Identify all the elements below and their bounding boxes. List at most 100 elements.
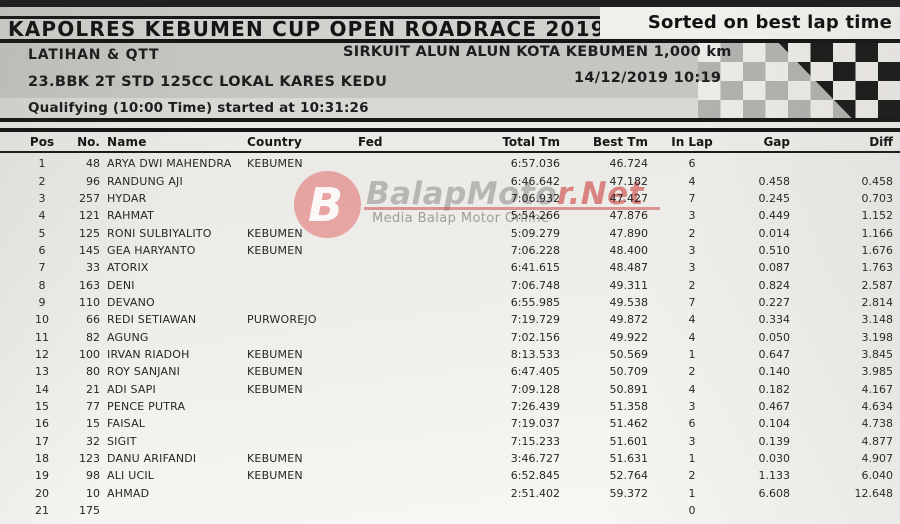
cell-total-time: 7:06.932: [510, 191, 560, 205]
cell-rider-name: DEVANO: [107, 295, 155, 309]
cell-rider-name: DANU ARIFANDI: [107, 452, 197, 466]
divider-line: [0, 39, 900, 43]
qualifying-band: [0, 98, 900, 118]
table-row: 8 163 DENI 7:06.748 49.311 2 0.824 2.587: [0, 276, 900, 293]
table-row: 1 48 ARYA DWI MAHENDRA KEBUMEN 6:57.036 …: [0, 155, 900, 172]
cell-rider-name: SIGIT: [107, 434, 137, 448]
col-header-no: No.: [77, 135, 100, 149]
cell-rider-name: ARYA DWI MAHENDRA: [107, 157, 232, 171]
cell-diff: 1.763: [861, 261, 894, 275]
cell-rider-name: AHMAD: [107, 486, 150, 500]
cell-position: 4: [38, 209, 46, 223]
cell-best-time: 47.427: [609, 191, 649, 205]
event-title: KAPOLRES KEBUMEN CUP OPEN ROADRACE 2019: [8, 17, 606, 41]
cell-diff: 4.738: [861, 417, 894, 431]
cell-total-time: 7:19.037: [510, 417, 560, 431]
col-header-fed: Fed: [358, 135, 383, 149]
cell-diff: 4.167: [861, 382, 894, 396]
cell-gap: 0.227: [758, 295, 791, 309]
session-datetime: 14/12/2019 10:19: [574, 70, 722, 86]
table-row: 16 15 FAISAL 7:19.037 51.462 6 0.104 4.7…: [0, 415, 900, 432]
col-header-in-lap: In Lap: [671, 135, 713, 149]
cell-best-time: 49.538: [609, 295, 649, 309]
top-border-bar: [0, 0, 900, 7]
cell-in-lap: 2: [688, 226, 696, 240]
cell-country: KEBUMEN: [247, 347, 303, 361]
cell-rider-name: AGUNG: [107, 330, 149, 344]
cell-position: 8: [38, 278, 46, 292]
cell-bike-number: 100: [79, 347, 100, 361]
race-class: 23.BBK 2T STD 125CC LOKAL KARES KEDU: [28, 74, 388, 90]
cell-bike-number: 80: [86, 365, 100, 379]
col-header-pos: Pos: [29, 135, 55, 149]
col-header-best-tm: Best Tm: [592, 135, 648, 149]
cell-bike-number: 98: [86, 469, 100, 483]
cell-rider-name: RONI SULBIYALITO: [107, 226, 212, 240]
col-header-country: Country: [247, 135, 303, 149]
cell-best-time: 51.601: [609, 434, 649, 448]
cell-position: 18: [35, 452, 49, 466]
cell-position: 10: [35, 313, 49, 327]
cell-country: KEBUMEN: [247, 365, 303, 379]
table-row: 6 145 GEA HARYANTO KEBUMEN 7:06.228 48.4…: [0, 242, 900, 259]
cell-in-lap: 6: [688, 157, 696, 171]
table-row: 5 125 RONI SULBIYALITO KEBUMEN 5:09.279 …: [0, 224, 900, 241]
table-row: 15 77 PENCE PUTRA 7:26.439 51.358 3 0.46…: [0, 398, 900, 415]
cell-diff: 0.458: [861, 174, 894, 188]
cell-bike-number: 33: [86, 261, 100, 275]
cell-best-time: 52.764: [609, 469, 649, 483]
qualifying-start-info: Qualifying (10:00 Time) started at 10:31…: [28, 100, 369, 116]
sort-info-box: Sorted on best lap time: [600, 7, 900, 39]
cell-total-time: 3:46.727: [510, 452, 560, 466]
cell-total-time: 7:15.233: [510, 434, 560, 448]
cell-total-time: 5:09.279: [510, 226, 560, 240]
cell-position: 7: [38, 261, 46, 275]
cell-position: 17: [35, 434, 49, 448]
cell-best-time: 51.358: [609, 399, 649, 413]
cell-total-time: 6:47.405: [510, 365, 560, 379]
cell-gap: 0.140: [758, 365, 791, 379]
cell-rider-name: ATORIX: [107, 261, 149, 275]
cell-position: 9: [38, 295, 46, 309]
col-header-name: Name: [107, 135, 147, 149]
cell-total-time: 2:51.402: [510, 486, 560, 500]
cell-in-lap: 1: [688, 347, 696, 361]
table-row: 13 80 ROY SANJANI KEBUMEN 6:47.405 50.70…: [0, 363, 900, 380]
cell-position: 1: [38, 157, 46, 171]
cell-diff: 4.907: [861, 452, 894, 466]
col-header-diff: Diff: [869, 135, 893, 149]
circuit-name: SIRKUIT ALUN ALUN KOTA KEBUMEN 1,000 km: [343, 44, 732, 60]
cell-bike-number: 121: [79, 209, 100, 223]
cell-in-lap: 3: [688, 261, 696, 275]
cell-in-lap: 6: [688, 417, 696, 431]
cell-rider-name: REDI SETIAWAN: [107, 313, 197, 327]
cell-in-lap: 4: [688, 382, 696, 396]
cell-best-time: 50.709: [609, 365, 649, 379]
cell-diff: 1.676: [861, 243, 894, 257]
cell-bike-number: 82: [86, 330, 100, 344]
cell-diff: 3.845: [861, 347, 894, 361]
cell-in-lap: 7: [688, 191, 696, 205]
cell-bike-number: 10: [86, 486, 100, 500]
table-body: 1 48 ARYA DWI MAHENDRA KEBUMEN 6:57.036 …: [0, 155, 900, 519]
cell-in-lap: 1: [688, 486, 696, 500]
cell-bike-number: 48: [86, 157, 100, 171]
table-header-row: Pos No. Name Country Fed Total Tm Best T…: [0, 133, 900, 153]
cell-country: KEBUMEN: [247, 157, 303, 171]
cell-best-time: 50.569: [609, 347, 649, 361]
cell-bike-number: 32: [86, 434, 100, 448]
cell-best-time: 50.891: [609, 382, 649, 396]
table-row: 7 33 ATORIX 6:41.615 48.487 3 0.087 1.76…: [0, 259, 900, 276]
cell-bike-number: 175: [79, 504, 100, 518]
cell-rider-name: IRVAN RIADOH: [107, 347, 190, 361]
cell-bike-number: 163: [79, 278, 100, 292]
header-strip: [0, 7, 620, 16]
cell-rider-name: GEA HARYANTO: [107, 243, 196, 257]
cell-gap: 1.133: [758, 469, 791, 483]
cell-best-time: 47.890: [609, 226, 649, 240]
cell-gap: 0.647: [758, 347, 791, 361]
cell-rider-name: RANDUNG AJI: [107, 174, 183, 188]
cell-bike-number: 110: [79, 295, 100, 309]
cell-best-time: 47.876: [609, 209, 649, 223]
table-row: 21 175 0: [0, 502, 900, 519]
